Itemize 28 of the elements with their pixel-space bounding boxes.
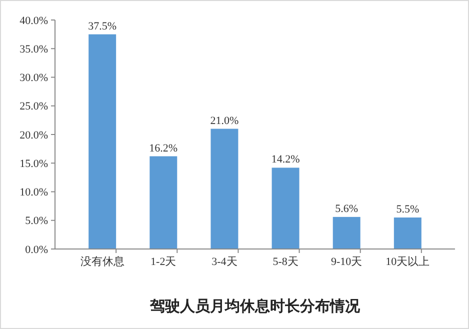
x-tick-label: 3-4天 <box>212 256 238 268</box>
y-tick-label: 5.0% <box>25 215 48 228</box>
y-tick-label: 30.0% <box>20 72 48 84</box>
data-label: 5.5% <box>396 204 420 216</box>
y-tick-label: 25.0% <box>20 100 48 113</box>
x-tick-label: 1-2天 <box>150 256 176 268</box>
y-tick-label: 35.0% <box>20 43 48 56</box>
y-tick-label: 10.0% <box>20 186 48 199</box>
y-tick-label: 0.0% <box>25 244 48 256</box>
bar <box>150 156 178 249</box>
y-tick-label: 20.0% <box>20 129 48 142</box>
bar <box>394 218 422 249</box>
data-label: 37.5% <box>88 20 117 32</box>
bar <box>88 34 116 249</box>
x-tick-label: 5-8天 <box>272 256 298 268</box>
data-label: 16.2% <box>149 142 178 154</box>
bar <box>210 128 238 249</box>
bar <box>272 168 300 249</box>
x-tick-label: 9-10天 <box>331 256 362 268</box>
bar <box>332 216 360 249</box>
data-label: 5.6% <box>335 202 358 215</box>
data-label: 14.2% <box>271 154 300 166</box>
y-tick-label: 15.0% <box>20 158 48 170</box>
y-tick-label: 40.0% <box>20 14 48 27</box>
x-tick-label: 没有休息 <box>80 255 124 268</box>
x-tick-label: 10天以上 <box>386 255 430 268</box>
data-label: 21.0% <box>210 114 239 127</box>
text: 驾驶人员月均休息时长分布情况 <box>149 298 361 315</box>
